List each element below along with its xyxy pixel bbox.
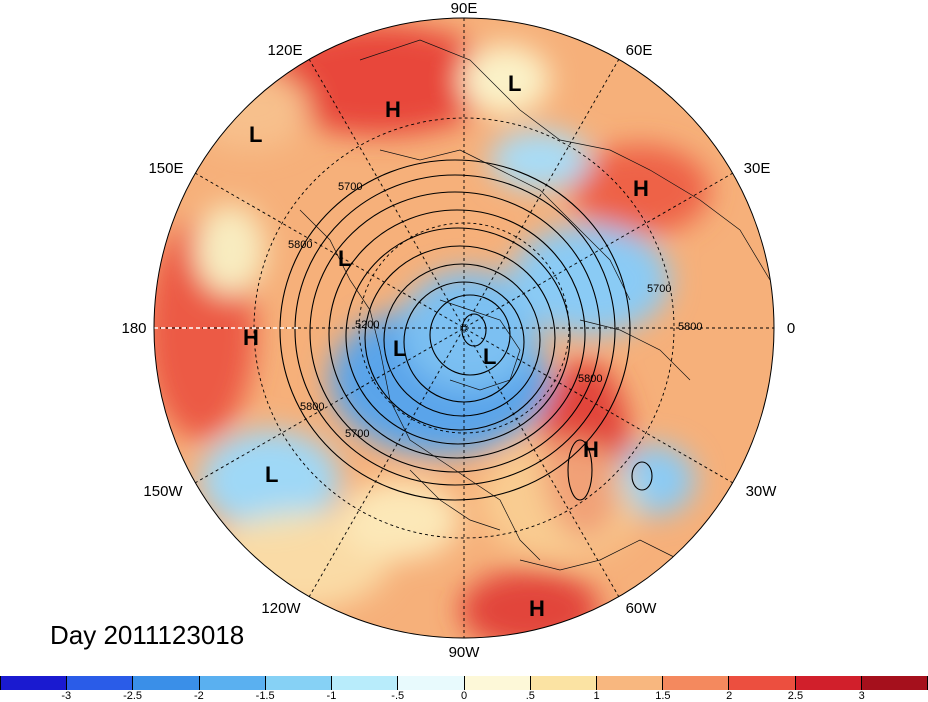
colorbar-swatch (596, 676, 664, 690)
lon-label-30w: 30W (746, 483, 778, 500)
lon-label-120w: 120W (261, 600, 301, 617)
colorbar-swatch (729, 676, 796, 690)
colorbar-tick-label: .5 (525, 690, 535, 702)
colorbar-tick-label: -1 (326, 690, 337, 702)
colorbar-tick-label: 1.5 (655, 690, 671, 702)
pressure-center-label: L (483, 344, 496, 369)
pressure-center-label: L (265, 462, 278, 487)
lon-label-60e: 60E (626, 42, 653, 59)
lon-label-0: 0 (787, 320, 795, 337)
colorbar-tick-label: 3 (858, 690, 865, 702)
contour-label: 5700 (338, 181, 362, 193)
colorbar-tick-label: 2.5 (787, 690, 804, 702)
contour-label: 5200 (355, 319, 379, 331)
coastlines (299, 39, 771, 571)
contour-label: 5800 (300, 401, 324, 413)
lon-label-150e: 150E (148, 160, 183, 177)
lon-label-150w: 150W (143, 483, 183, 500)
contour-label: 5700 (647, 283, 671, 295)
colorbar-swatch (795, 676, 862, 690)
lon-label-120e: 120E (267, 42, 302, 59)
pressure-center-label: L (249, 122, 262, 147)
contour-label: 5800 (288, 239, 312, 251)
colorbar-tick-label: -1.5 (255, 690, 275, 702)
longitude-labels: 90E 60E 30E 0 30W 60W 90W 120W 150W 180 … (121, 0, 795, 661)
geopotential-contours (279, 159, 653, 501)
lon-label-30e: 30E (744, 160, 771, 177)
pressure-center-label: H (385, 97, 401, 122)
colorbar-tick-label: -.5 (391, 690, 405, 702)
pressure-center-label: L (393, 336, 406, 361)
colorbar-swatch (530, 676, 597, 690)
contour-label: 5800 (578, 373, 602, 385)
colorbar-tick-label: -3 (61, 690, 72, 702)
contour-labels: 5700 5800 5200 5700 5800 5700 5800 5800 (288, 181, 702, 440)
colorbar-swatch (464, 676, 531, 690)
pressure-center-label: H (529, 596, 545, 621)
pressure-center-label: L (508, 71, 521, 96)
colorbar-swatch (265, 676, 333, 690)
colorbar-tick-label: 0 (460, 690, 468, 702)
colorbar-tick-label: 2 (726, 690, 733, 702)
graticule (154, 18, 774, 638)
contour-label: 5800 (678, 321, 702, 333)
colorbar (0, 676, 928, 690)
map-boundary (153, 17, 775, 639)
colorbar-tick-label: -2.5 (123, 690, 143, 702)
polar-map: 5700 5800 5200 5700 5800 5700 5800 5800 … (121, 0, 795, 661)
pressure-center-label: H (583, 437, 599, 462)
colorbar-swatch (133, 676, 200, 690)
colorbar-swatch (663, 676, 730, 690)
pressure-center-label: H (633, 176, 649, 201)
colorbar-tick-label: -2 (193, 690, 204, 702)
pressure-center-label: H (243, 325, 259, 350)
lon-label-90e: 90E (451, 0, 478, 17)
contour-label: 5700 (345, 428, 369, 440)
anomaly-field (154, 18, 774, 638)
date-title: Day 2011123018 (50, 620, 245, 650)
lon-label-90w: 90W (449, 644, 481, 661)
colorbar-swatch (398, 676, 465, 690)
colorbar-tick-label: 1 (593, 690, 600, 702)
lon-label-180: 180 (121, 320, 146, 337)
pressure-center-markers: L H L H L H L L L H H (243, 71, 649, 621)
pressure-center-label: L (338, 246, 351, 271)
colorbar-swatch (861, 676, 928, 690)
colorbar-swatch (0, 676, 68, 690)
colorbar-swatch (67, 676, 134, 690)
colorbar-swatch (199, 676, 266, 690)
colorbar-swatch (332, 676, 399, 690)
lon-label-60w: 60W (626, 600, 658, 617)
colorbar-ticks: -3 -2.5 -2 -1.5 -1 -.5 0 .5 1 1.5 2 2.5 3 (0, 690, 928, 702)
